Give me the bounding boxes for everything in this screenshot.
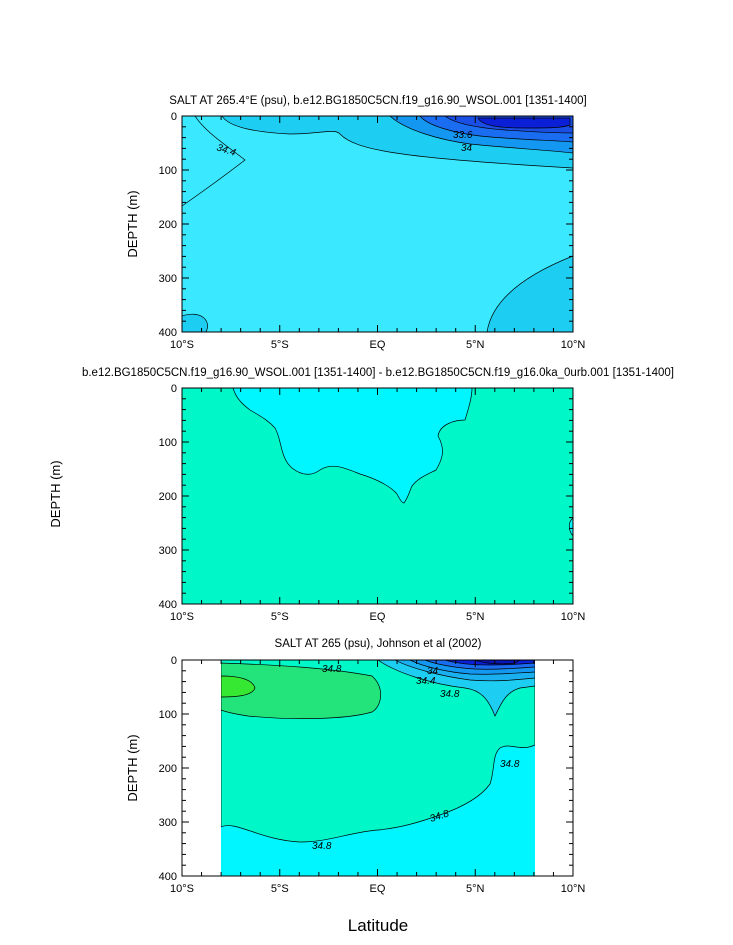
panel-3-contour-label-5: 34.8	[500, 759, 520, 770]
panel-3-contour-label-2: 34	[427, 666, 439, 677]
y-tick-label: 300	[159, 273, 177, 285]
panel-3-contour-35-0	[221, 662, 381, 719]
x-tick-label: 10°N	[561, 339, 586, 351]
y-tick-label: 200	[159, 763, 177, 775]
panel-2-title: b.e12.BG1850C5CN.f19_g16.90_WSOL.001 [13…	[82, 367, 674, 379]
y-tick-label: 300	[159, 817, 177, 829]
y-tick-label: 400	[159, 327, 177, 339]
panel-3-contour-33-2	[474, 660, 521, 665]
x-tick-label: 5°S	[271, 339, 289, 351]
x-tick-label: EQ	[370, 611, 386, 623]
panel-3-title: SALT AT 265 (psu), Johnson et al (2002)	[275, 638, 482, 650]
x-tick-label: 10°S	[170, 883, 194, 895]
panel-3-contour-label-7: 34.8	[312, 841, 332, 852]
panel-2: b.e12.BG1850C5CN.f19_g16.90_WSOL.001 [13…	[82, 367, 674, 623]
x-tick-label: 5°N	[466, 883, 485, 895]
panel-2-axes: 10°S 5°S EQ 5°N 10°N 0 100 200 300 400	[159, 383, 586, 623]
panel-1-contours	[182, 116, 573, 332]
panel-1-deep-left	[182, 313, 208, 332]
panel-1-contour-label-2: 33.6	[453, 130, 473, 141]
panel-2-contour-positive	[232, 388, 473, 504]
panel-3-contour-label-3: 34.4	[416, 676, 436, 687]
y-tick-label: 200	[159, 491, 177, 503]
x-tick-label: EQ	[370, 339, 386, 351]
x-tick-label: 10°S	[170, 611, 194, 623]
x-axis-label: Latitude	[348, 916, 409, 935]
x-tick-label: 10°N	[561, 611, 586, 623]
x-tick-label: 5°N	[466, 611, 485, 623]
panel-2-contours	[182, 388, 573, 604]
panel-1-ylabel: DEPTH (m)	[125, 190, 140, 257]
y-tick-label: 100	[159, 709, 177, 721]
y-tick-label: 200	[159, 219, 177, 231]
panel-1-contour-34-4	[182, 116, 246, 207]
x-tick-label: 10°S	[170, 339, 194, 351]
shared-ylabel: DEPTH (m)	[48, 460, 63, 527]
y-tick-label: 400	[159, 871, 177, 883]
panel-3-ylabel: DEPTH (m)	[125, 734, 140, 801]
y-tick-label: 0	[171, 383, 177, 395]
x-tick-label: 5°S	[271, 883, 289, 895]
panel-1-contour-label-3: 34	[461, 143, 473, 154]
y-tick-label: 0	[171, 655, 177, 667]
y-tick-label: 300	[159, 545, 177, 557]
panel-3-contour-label-1: 34.8	[322, 664, 342, 675]
y-tick-label: 100	[159, 165, 177, 177]
panel-1-contour-33-4	[477, 117, 571, 129]
panel-3-contours	[221, 660, 535, 876]
x-tick-label: 10°N	[561, 883, 586, 895]
panel-3-axes: 10°S 5°S EQ 5°N 10°N 0 100 200 300 400	[159, 655, 586, 895]
y-tick-label: 400	[159, 599, 177, 611]
panel-3: SALT AT 265 (psu), Johnson et al (2002) …	[125, 638, 585, 935]
x-tick-label: 5°N	[466, 339, 485, 351]
panel-1-axes: 10°S 5°S EQ 5°N 10°N 0 100 200 300 400	[159, 111, 586, 351]
x-tick-label: 5°S	[271, 611, 289, 623]
panel-3-contour-label-4: 34.8	[440, 689, 460, 700]
panel-1: SALT AT 265.4°E (psu), b.e12.BG1850C5CN.…	[125, 95, 587, 351]
y-tick-label: 0	[171, 111, 177, 123]
panel-3-contour-35-2	[221, 675, 256, 698]
x-tick-label: EQ	[370, 883, 386, 895]
y-tick-label: 100	[159, 437, 177, 449]
panel-1-title: SALT AT 265.4°E (psu), b.e12.BG1850C5CN.…	[169, 95, 586, 107]
